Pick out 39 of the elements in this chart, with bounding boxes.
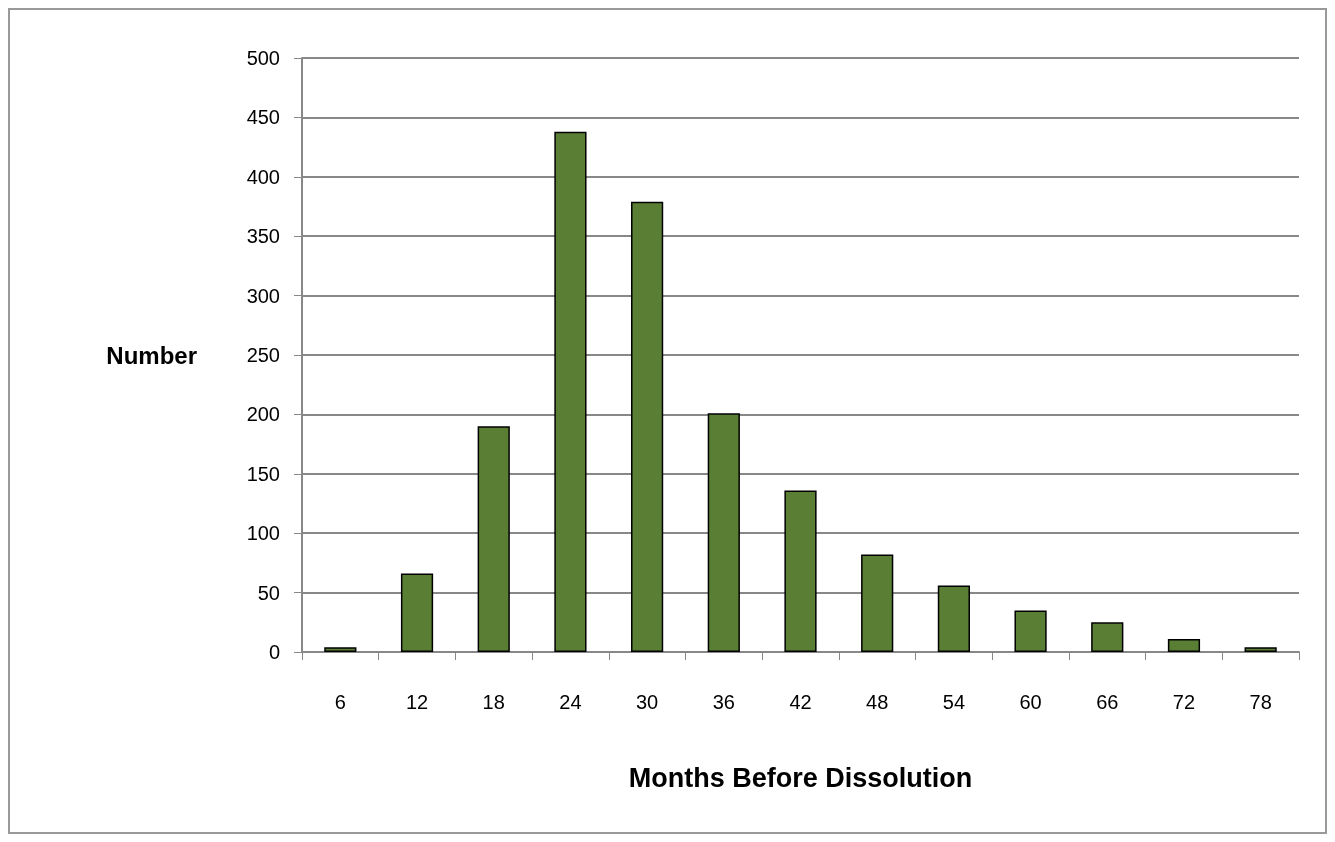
- x-tick-label: 18: [482, 691, 505, 713]
- y-tick-label: 400: [246, 165, 280, 188]
- y-tick-label: 100: [246, 522, 280, 545]
- y-tick-label: 300: [246, 284, 280, 307]
- x-tick-label: 42: [789, 691, 812, 713]
- bar: [937, 585, 970, 652]
- y-tick-label: 450: [246, 106, 280, 129]
- x-tick-label: 30: [635, 691, 659, 713]
- bar: [1091, 622, 1124, 652]
- bar: [477, 426, 510, 652]
- bar: [324, 647, 357, 652]
- bar: [1167, 638, 1201, 652]
- x-tick-label: 24: [559, 691, 582, 713]
- y-tick-label: 0: [268, 641, 280, 663]
- bar: [400, 573, 434, 652]
- y-tick-label: 200: [246, 403, 280, 426]
- bar: [784, 490, 817, 652]
- x-tick-label: 48: [866, 691, 889, 713]
- y-axis-title: Number: [106, 341, 197, 369]
- x-tick-label: 78: [1249, 691, 1272, 713]
- y-tick-label: 500: [246, 47, 280, 69]
- y-tick-label: 250: [246, 344, 280, 366]
- x-tick-label: 12: [405, 691, 429, 713]
- x-tick-label: 54: [942, 691, 966, 713]
- x-axis-title: Months Before Dissolution: [628, 762, 973, 793]
- y-tick-label: 150: [246, 462, 280, 485]
- bar: [1244, 647, 1277, 652]
- x-tick-label: 36: [712, 691, 735, 713]
- bar: [554, 131, 587, 652]
- bar: [707, 413, 740, 652]
- y-tick-label: 50: [257, 581, 280, 604]
- y-tick-label: 350: [246, 225, 280, 248]
- bar: [631, 201, 664, 652]
- x-tick-label: 60: [1019, 691, 1042, 713]
- bar: [861, 554, 894, 652]
- x-tick-label: 72: [1172, 691, 1196, 713]
- x-tick-label: 6: [334, 691, 346, 713]
- bar: [1014, 610, 1047, 652]
- x-tick-label: 66: [1096, 691, 1119, 713]
